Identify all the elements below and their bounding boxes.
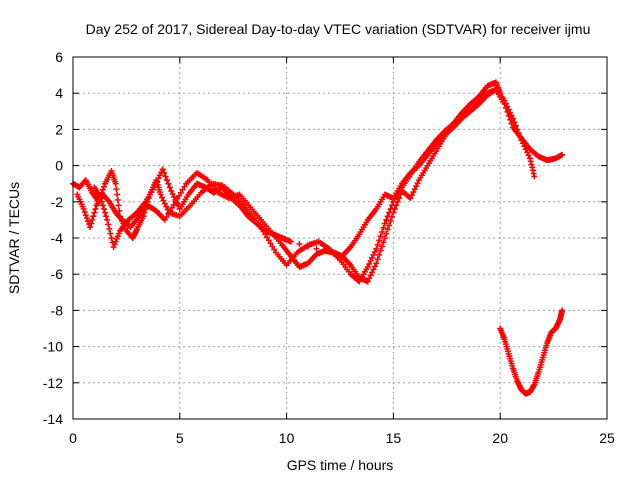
y-tick-label: 0 <box>55 158 63 174</box>
x-tick-label: 15 <box>386 430 402 446</box>
series-track-4 <box>497 307 566 397</box>
y-tick-label: 2 <box>55 121 63 137</box>
x-tick-label: 0 <box>69 430 77 446</box>
data-point-marks <box>74 79 504 285</box>
chart-title: Day 252 of 2017, Sidereal Day-to-day VTE… <box>86 21 591 37</box>
x-axis-label: GPS time / hours <box>287 457 394 473</box>
y-tick-label: -4 <box>51 230 64 246</box>
y-tick-label: -8 <box>51 302 64 318</box>
x-tick-label: 5 <box>176 430 184 446</box>
y-axis-label: SDTVAR / TECUs <box>6 182 22 294</box>
y-tick-label: 4 <box>55 85 63 101</box>
axis-layer: 0 5 10 15 20 25 -14 -12 -10 -8 -6 -4 -2 0 2 4 6 <box>43 49 615 446</box>
y-tick-label: -14 <box>43 411 63 427</box>
y-tick-label: -6 <box>51 266 64 282</box>
series-track-2 <box>74 79 504 285</box>
y-tick-label: -12 <box>43 375 63 391</box>
data-point-marks <box>91 86 538 260</box>
y-tick-label: -10 <box>43 339 63 355</box>
data-point-marks <box>497 307 566 397</box>
x-tick-label: 10 <box>279 430 295 446</box>
x-tick-label: 25 <box>599 430 615 446</box>
grid-layer <box>73 57 607 419</box>
y-tick-label: 6 <box>55 49 63 65</box>
y-tick-label: -2 <box>51 194 64 210</box>
series-track-3 <box>91 86 538 260</box>
x-tick-label: 20 <box>492 430 508 446</box>
